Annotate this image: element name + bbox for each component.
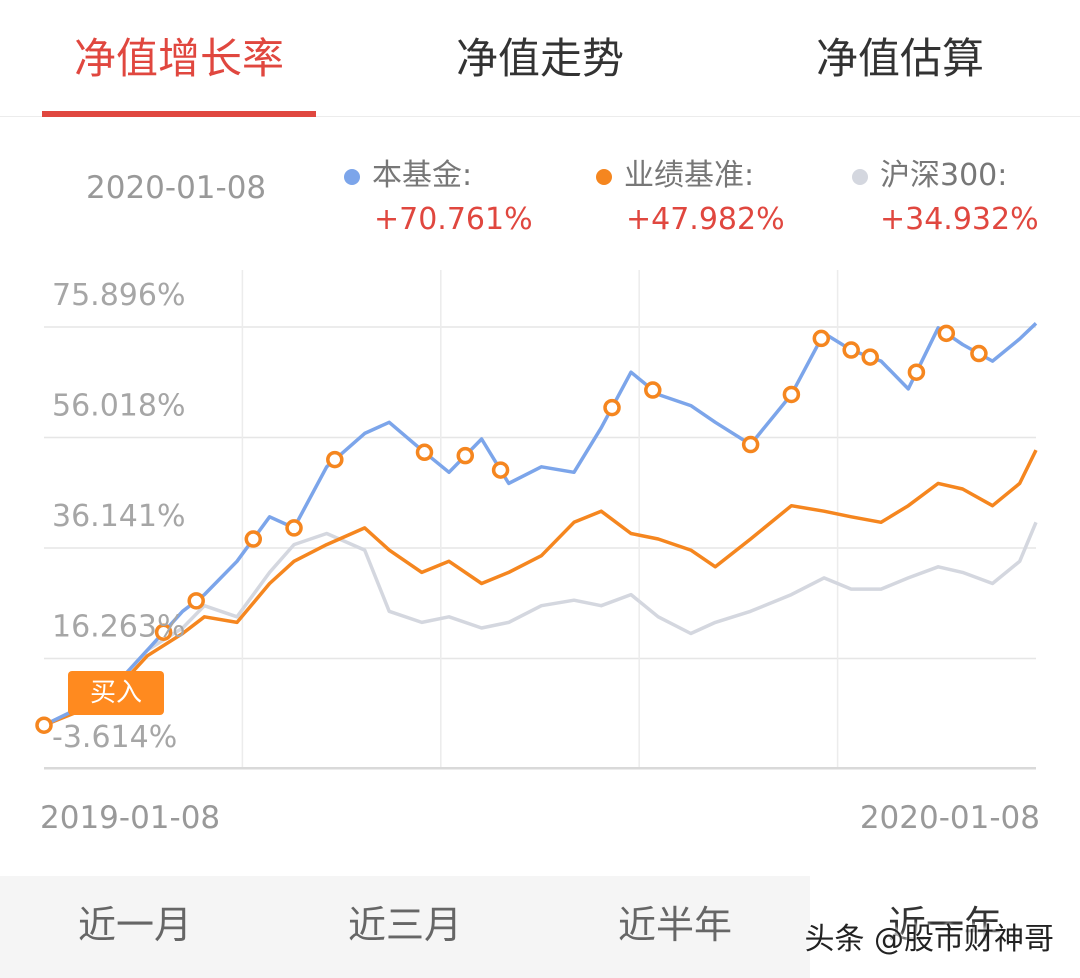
y-tick-label: 56.018% bbox=[52, 389, 185, 424]
y-tick-label: -3.614% bbox=[52, 720, 177, 755]
trade-marker bbox=[812, 329, 831, 348]
trade-marker bbox=[937, 324, 956, 343]
watermark: 头条 @股市财神哥 bbox=[804, 922, 1054, 957]
top-tabs: 净值增长率 净值走势 净值估算 bbox=[0, 0, 1080, 117]
tab-nav-estimate[interactable]: 净值估算 bbox=[815, 34, 984, 83]
trade-marker bbox=[187, 592, 205, 610]
legend-hs300-label: 沪深300: bbox=[880, 158, 1008, 193]
trade-marker bbox=[244, 530, 263, 548]
trade-marker bbox=[603, 398, 621, 417]
trade-marker bbox=[35, 716, 53, 734]
series-line-1 bbox=[43, 449, 1038, 727]
current-date: 2020-01-08 bbox=[86, 170, 267, 206]
trade-marker bbox=[970, 344, 988, 363]
y-tick-label: 75.896% bbox=[52, 278, 185, 313]
buy-marker-tag: 买入 bbox=[68, 671, 164, 715]
legend-fund-dot-icon bbox=[344, 168, 360, 185]
series-line-2 bbox=[43, 521, 1038, 727]
legend-benchmark: 业绩基准: +47.982% bbox=[596, 150, 785, 237]
x-tick-label-end: 2020-01-08 bbox=[859, 800, 1040, 836]
active-tab-indicator bbox=[42, 111, 316, 117]
legend-fund-value: +70.761% bbox=[374, 202, 533, 237]
y-tick-label: 36.141% bbox=[52, 499, 185, 534]
period-selector: 近一月 近三月 近半年 近一年 头条 @股市财神哥 bbox=[0, 876, 1080, 978]
x-tick-label-start: 2019-01-08 bbox=[40, 800, 221, 836]
legend-benchmark-label: 业绩基准: bbox=[624, 158, 755, 193]
period-1-year[interactable]: 近一年 bbox=[810, 876, 1080, 978]
trade-marker bbox=[907, 363, 926, 381]
trade-marker bbox=[415, 443, 434, 462]
trade-marker bbox=[491, 461, 510, 479]
trade-marker bbox=[154, 623, 173, 641]
trade-marker bbox=[741, 435, 760, 454]
trade-marker bbox=[842, 341, 860, 359]
period-6-months[interactable]: 近半年 bbox=[617, 903, 732, 947]
trade-marker bbox=[326, 450, 344, 469]
trade-marker bbox=[782, 385, 801, 404]
legend-fund-label: 本基金: bbox=[372, 158, 473, 193]
y-tick-label: 16.263% bbox=[52, 610, 185, 645]
legend-fund: 本基金: +70.761% bbox=[344, 150, 533, 237]
legend-hs300-dot-icon bbox=[852, 168, 868, 185]
series-line-0 bbox=[43, 322, 1038, 727]
trade-marker bbox=[285, 519, 303, 537]
legend-benchmark-dot-icon bbox=[596, 168, 612, 185]
trade-marker bbox=[456, 446, 475, 465]
period-1-month[interactable]: 近一月 bbox=[77, 903, 192, 947]
growth-line-chart[interactable]: 75.896% 56.018% 36.141% 16.263% -3.614% bbox=[0, 240, 1080, 800]
period-3-months[interactable]: 近三月 bbox=[347, 903, 462, 947]
tab-nav-trend[interactable]: 净值走势 bbox=[455, 34, 624, 83]
legend-hs300-value: +34.932% bbox=[880, 202, 1039, 237]
trade-marker bbox=[644, 381, 662, 399]
legend-benchmark-value: +47.982% bbox=[626, 202, 785, 237]
legend-hs300: 沪深300: +34.932% bbox=[852, 150, 1039, 237]
trade-marker bbox=[861, 348, 879, 366]
tab-nav-growth[interactable]: 净值增长率 bbox=[73, 34, 284, 83]
